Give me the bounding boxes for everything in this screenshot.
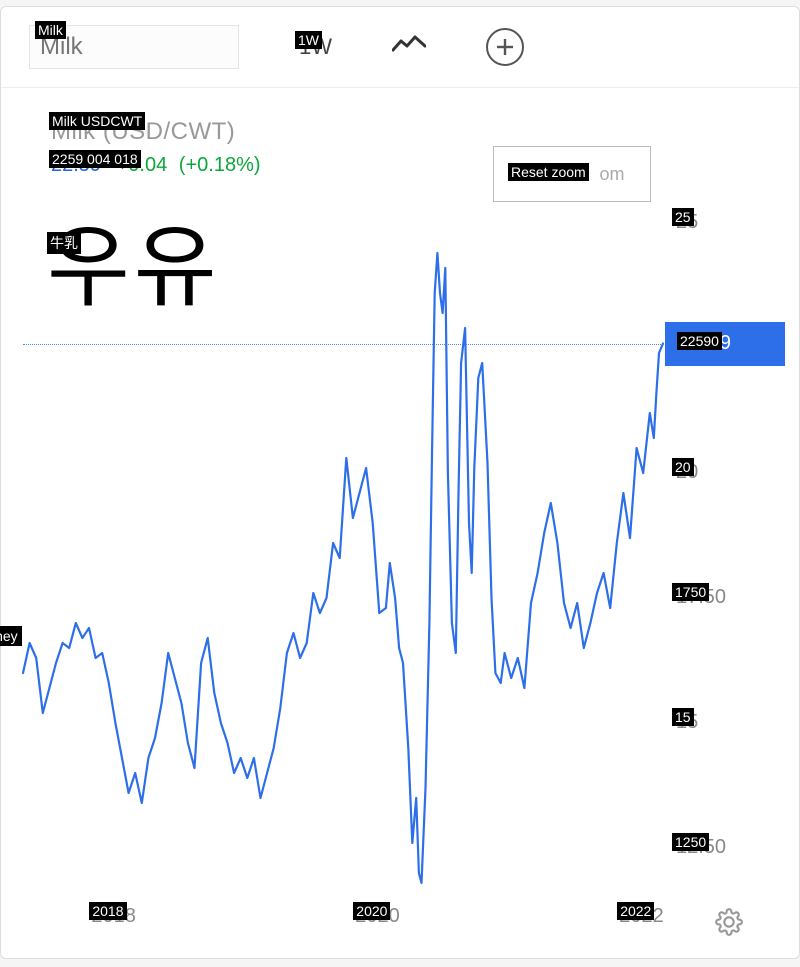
chart-type-button[interactable] bbox=[392, 34, 426, 60]
toolbar: Milk 1W 1W bbox=[1, 7, 799, 88]
search-wrap: Milk bbox=[29, 25, 239, 69]
y-tick: 2020 bbox=[676, 461, 698, 484]
x-axis: 20182018 20202020 20222022 bbox=[23, 905, 663, 945]
y-tick: 17.501750 bbox=[676, 586, 726, 609]
add-button[interactable] bbox=[486, 28, 524, 66]
gear-icon bbox=[715, 908, 743, 936]
chart-title: Milk (USD/CWT) bbox=[51, 118, 235, 145]
plus-icon bbox=[495, 37, 515, 57]
y-tick: 1515 bbox=[676, 711, 698, 734]
x-tick: 20222022 bbox=[619, 905, 664, 928]
app-container: Milk 1W 1W Milk (USD/CWT) Milk USDCWT 22 bbox=[0, 6, 800, 959]
chart-area: Milk (USD/CWT) Milk USDCWT 22.59 +0.04 (… bbox=[1, 88, 799, 958]
x-tick: 20182018 bbox=[91, 905, 136, 928]
timeframe-selector[interactable]: 1W 1W bbox=[299, 34, 332, 60]
reset-zoom-hint: om bbox=[599, 164, 624, 185]
y-tick: 2525 bbox=[676, 211, 698, 234]
price-pct: (+0.18%) bbox=[179, 154, 261, 176]
price-line-svg bbox=[23, 198, 663, 898]
settings-button[interactable] bbox=[715, 908, 743, 936]
search-input[interactable] bbox=[29, 25, 239, 69]
timeframe-label: 1W bbox=[299, 34, 332, 59]
y-tick: 12.501250 bbox=[676, 836, 726, 859]
side-whey-label: whey bbox=[0, 626, 22, 646]
price-change: +0.04 bbox=[117, 154, 168, 176]
reset-zoom-label: Reset zoom bbox=[508, 163, 589, 181]
plot[interactable] bbox=[23, 198, 663, 898]
chart-title-block: Milk (USD/CWT) Milk USDCWT 22.59 +0.04 (… bbox=[51, 118, 261, 177]
price-row: 22.59 +0.04 (+0.18%) 2259 004 018 bbox=[51, 154, 261, 177]
x-tick: 20202020 bbox=[355, 905, 400, 928]
price-value: 22.59 bbox=[51, 154, 101, 176]
line-chart-icon bbox=[392, 34, 426, 54]
y-axis: 2525 2020 17.501750 1515 12.501250 bbox=[676, 88, 796, 958]
reset-zoom-button[interactable]: om Reset zoom bbox=[493, 146, 651, 202]
